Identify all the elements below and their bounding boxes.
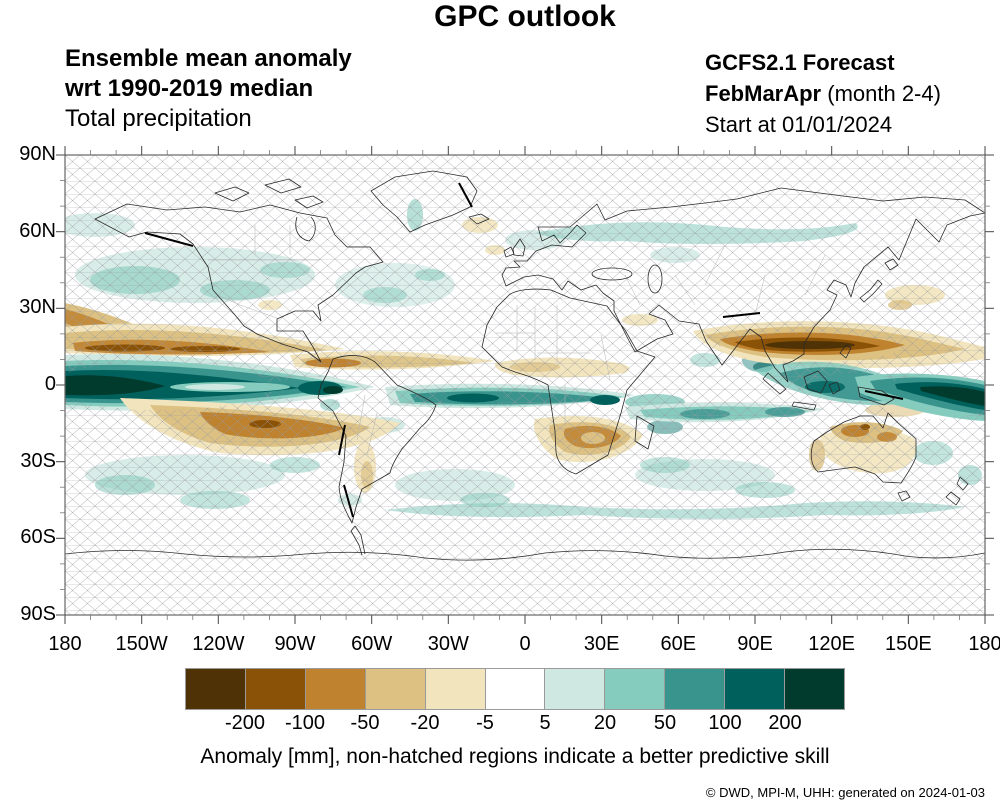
colorbar-cell — [484, 669, 545, 709]
skill-hatching — [65, 155, 985, 615]
forecast-season-label: FebMarApr (month 2-4) — [705, 78, 941, 109]
lon-label: 180 — [48, 633, 82, 655]
lon-label: 30E — [583, 633, 620, 655]
axis-ticks — [56, 146, 994, 624]
colorbar-tick: -50 — [350, 712, 380, 734]
colorbar-tick: 100 — [708, 712, 742, 734]
colorbar-cell — [544, 669, 605, 709]
world-map-svg — [56, 146, 994, 624]
lat-label: 30S — [20, 449, 56, 472]
colorbar-cell — [244, 669, 305, 709]
forecast-start-label: Start at 01/01/2024 — [705, 112, 893, 137]
colorbar-cell — [186, 669, 245, 709]
season-window: (month 2-4) — [821, 81, 941, 106]
colorbar-cell — [364, 669, 425, 709]
lon-label: 150W — [115, 633, 168, 655]
colorbar-tick: -200 — [224, 712, 266, 734]
lat-label: 90N — [19, 143, 56, 165]
lon-label: 90E — [737, 633, 773, 655]
forecast-model-label: GCFS2.1 Forecast — [705, 50, 895, 75]
lon-label: 90W — [274, 633, 316, 655]
lat-label: 90S — [20, 603, 56, 625]
colorbar-tick: -5 — [476, 712, 494, 734]
colorbar — [185, 668, 845, 710]
subtitle-right: GCFS2.1 Forecast FebMarApr (month 2-4) S… — [705, 47, 941, 140]
lon-label: 120W — [192, 633, 245, 655]
colorbar-tick: -100 — [284, 712, 326, 734]
country-borders — [208, 225, 826, 468]
page-title: GPC outlook — [434, 0, 616, 33]
lon-label: 60W — [351, 633, 393, 655]
colorbar-cell — [664, 669, 725, 709]
subtitle-left-line2: wrt 1990-2019 median — [65, 75, 314, 102]
world-map — [56, 146, 994, 624]
anomaly-field — [65, 155, 985, 615]
lon-label: 120E — [808, 633, 856, 655]
colorbar-tick: 5 — [539, 712, 551, 734]
lon-label: 30W — [427, 633, 469, 655]
subtitle-left-line1: Ensemble mean anomaly — [65, 45, 352, 72]
lat-label: 30N — [19, 296, 56, 319]
colorbar-tick: 50 — [653, 712, 677, 734]
subtitle-left: Ensemble mean anomaly wrt 1990-2019 medi… — [65, 44, 352, 134]
terrain-emphasis — [144, 182, 904, 518]
colorbar-tick: 200 — [768, 712, 802, 734]
coastlines — [65, 170, 985, 561]
credit-line: © DWD, MPI-M, UHH: generated on 2024-01-… — [705, 785, 985, 800]
lon-label: 150E — [884, 633, 932, 655]
colorbar-tick: 20 — [593, 712, 617, 734]
subtitle-left-line3: Total precipitation — [65, 105, 252, 132]
colorbar-cell — [424, 669, 485, 709]
colorbar-cell — [784, 669, 844, 709]
lat-label: 0 — [44, 373, 56, 395]
lon-label: 180 — [968, 633, 1000, 655]
lon-label: 60E — [660, 633, 697, 655]
lon-label: 0 — [519, 633, 531, 655]
lat-label: 60N — [19, 219, 56, 242]
lat-label: 60S — [20, 526, 56, 549]
colorbar-cell — [304, 669, 365, 709]
colorbar-cell — [724, 669, 785, 709]
season-months: FebMarApr — [705, 81, 822, 106]
colorbar-caption: Anomaly [mm], non-hatched regions indica… — [200, 745, 830, 768]
colorbar-cell — [604, 669, 665, 709]
colorbar-tick: -20 — [410, 712, 440, 734]
